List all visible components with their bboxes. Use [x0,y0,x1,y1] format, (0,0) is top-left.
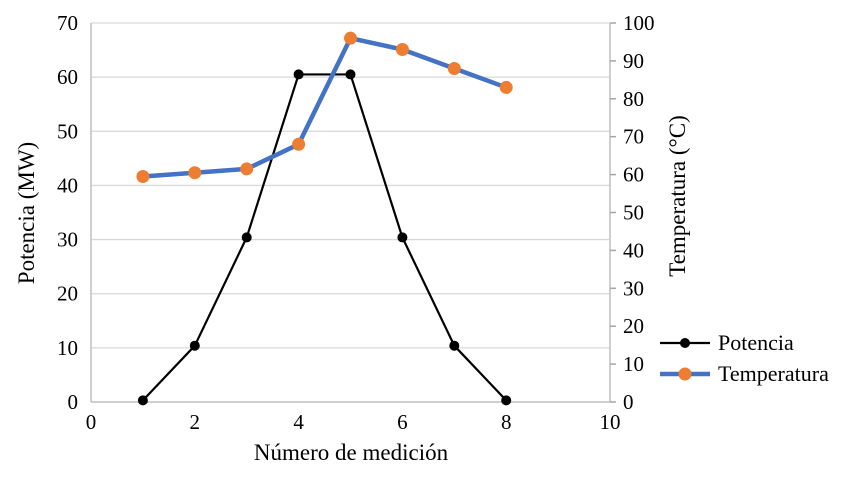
right-axis-tick-label: 20 [623,314,644,338]
right-axis-tick-label: 0 [623,390,634,414]
data-point-temperatura [344,31,357,45]
data-point-potencia [449,340,460,351]
left-axis-tick-label: 70 [57,11,78,35]
left-axis-tick-label: 10 [57,336,78,360]
left-axis-tick-label: 0 [68,390,79,414]
right-axis-tick-label: 90 [623,49,644,73]
legend-label-temperatura: Temperatura [718,361,829,386]
data-point-potencia [345,69,356,80]
data-point-temperatura [447,61,461,75]
left-axis-tick-label: 30 [57,228,78,252]
right-axis-tick-label: 60 [623,163,644,187]
right-axis-tick-label: 100 [623,11,655,35]
data-point-temperatura [395,43,409,57]
data-point-potencia [241,232,252,243]
data-point-temperatura [136,169,150,183]
data-point-potencia [501,395,512,406]
x-axis-tick-label: 8 [501,410,512,434]
series-line-temperatura [140,35,509,179]
right-axis-tick-label: 80 [623,87,644,111]
data-point-potencia [293,69,304,80]
left-axis-title: Potencia (MW) [14,141,39,285]
x-axis-tick-label: 2 [190,410,201,434]
right-axis-title: Temperatura (°C) [665,115,690,277]
chart-legend: Potencia Temperatura [658,332,829,385]
x-axis-tick-label: 0 [86,410,97,434]
x-axis-title: Número de medición [253,440,449,465]
right-axis-tick-label: 30 [623,276,644,300]
data-point-temperatura [188,166,202,180]
series-line-potencia [142,73,507,402]
right-axis-tick-label: 10 [623,352,644,376]
left-axis-tick-label: 60 [57,65,78,89]
x-axis-tick-label: 6 [397,410,408,434]
legend-swatch-potencia-icon [660,338,710,348]
data-point-temperatura [499,80,513,94]
data-point-temperatura [292,137,306,151]
data-point-potencia [137,395,148,406]
left-axis-tick-label: 40 [57,173,78,197]
right-axis-tick-label: 50 [623,201,644,225]
legend-item-temperatura: Temperatura [658,363,829,385]
right-axis-tick-label: 70 [623,125,644,149]
data-point-potencia [397,232,408,243]
x-axis-tick-label: 4 [293,410,304,434]
data-point-temperatura [240,162,254,176]
legend-swatch-temperatura-icon [660,367,710,381]
left-axis-tick-label: 20 [57,282,78,306]
legend-item-potencia: Potencia [658,332,829,354]
right-axis-tick-label: 40 [623,238,644,262]
legend-label-potencia: Potencia [718,330,794,355]
data-point-potencia [189,340,200,351]
x-axis-tick-label: 10 [600,410,621,434]
left-axis-tick-label: 50 [57,119,78,143]
